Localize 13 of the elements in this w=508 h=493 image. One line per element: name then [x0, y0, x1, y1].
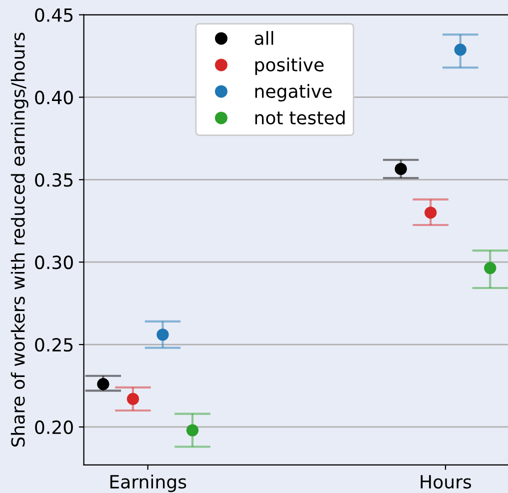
legend-label: not tested [255, 110, 345, 125]
x-tick-label: Hours [420, 475, 472, 489]
y-axis-title: Share of workers with reduced earnings/hours [10, 32, 28, 447]
legend-label: positive [255, 58, 324, 76]
legend-label: negative [255, 84, 332, 102]
x-tick-label: Earnings [110, 474, 186, 492]
y-tick-label: 0.25 [35, 338, 73, 352]
legend-label: all [254, 31, 274, 46]
y-tick-label: 0.35 [35, 173, 73, 187]
y-tick-label: 0.20 [35, 420, 73, 434]
y-tick-label: 0.45 [35, 8, 73, 22]
y-tick-label: 0.30 [35, 256, 73, 270]
y-tick-label: 0.40 [35, 90, 73, 104]
